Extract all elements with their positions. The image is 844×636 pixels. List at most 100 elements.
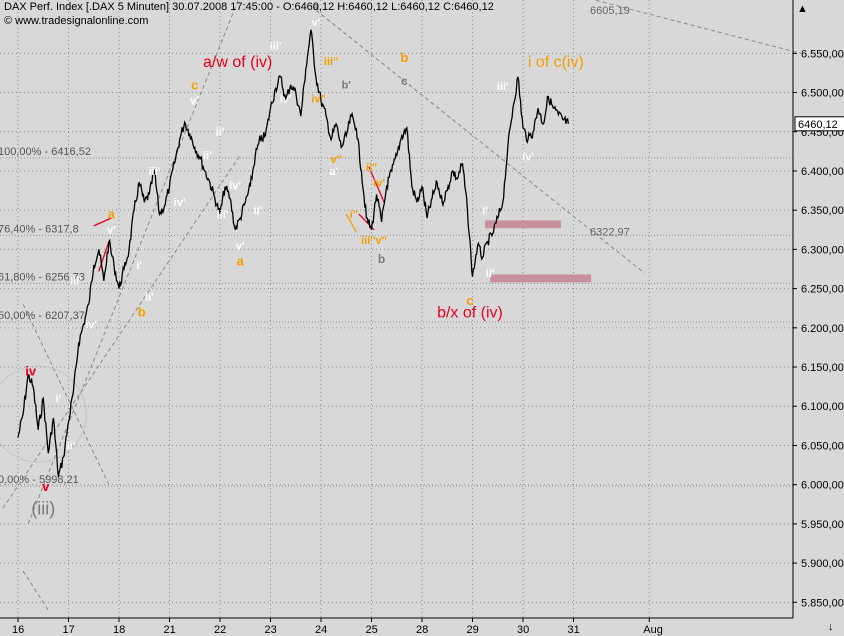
wave-label: iv (25, 364, 37, 379)
wave-label: i' (482, 205, 488, 217)
x-tick-label: 22 (214, 624, 226, 636)
trendline (27, 0, 239, 525)
y-tick-label: 5.950,00 (801, 519, 844, 531)
wave-label: (iii) (31, 499, 55, 519)
trendline (592, 0, 801, 54)
trendline-layer (0, 0, 801, 611)
wave-label: iii' (217, 209, 229, 221)
wave-label: iv' (229, 180, 241, 192)
svg-text:▲: ▲ (797, 3, 808, 15)
wave-label: iv' (85, 319, 97, 331)
x-tick-label: 21 (164, 624, 176, 636)
wave-label: v' (236, 240, 245, 252)
y-tick-label: 6.050,00 (801, 440, 844, 452)
y-tick-label: 6.150,00 (801, 362, 844, 374)
wave-label: iv' (174, 197, 186, 209)
svg-text:↓: ↓ (828, 621, 834, 633)
level-annotation: 6605,19 (590, 5, 630, 17)
wave-guide-line (98, 241, 110, 272)
y-tick-label: 5.850,00 (801, 597, 844, 609)
x-tick-label: 25 (366, 624, 378, 636)
wave-label: v'' (330, 154, 342, 166)
x-tick-label: 31 (568, 624, 580, 636)
wave-label: iii'' (324, 56, 339, 68)
trendline (22, 304, 110, 485)
wave-label: i'' (350, 209, 359, 221)
wave-label: iii' (70, 276, 82, 288)
fib-level-label: 0,00% - 5998,21 (0, 474, 79, 486)
wave-label: c (466, 293, 473, 308)
x-tick-label: Aug (643, 624, 663, 636)
x-tick-label: 23 (265, 624, 277, 636)
wave-label: iii''v'' (361, 235, 387, 247)
highlight-zone (485, 220, 561, 229)
y-tick-label: 6.000,00 (801, 480, 844, 492)
wave-label: a/w of (iv) (203, 54, 272, 71)
x-tick-label: 28 (416, 624, 428, 636)
wave-label: iv' (373, 178, 385, 190)
trendline (22, 570, 49, 611)
wave-label: iv' (522, 152, 534, 164)
y-tick-label: 6.300,00 (801, 244, 844, 256)
y-tick-label: 6.400,00 (801, 166, 844, 178)
fib-level-label: 100,00% - 6416,52 (0, 146, 91, 158)
wave-label: iv' (280, 94, 292, 106)
wave-guide-line (93, 217, 112, 227)
wave-label: iii' (270, 40, 282, 52)
wave-label: b (378, 252, 385, 266)
x-tick-label: 30 (517, 624, 529, 636)
wave-guide-line (345, 213, 357, 233)
wave-label: ii'' (366, 162, 378, 174)
wave-label: ii' (216, 127, 225, 139)
wave-label: a (313, 1, 320, 13)
wave-label: a' (329, 166, 338, 178)
wave-guide-line (368, 166, 385, 203)
fib-level-label: 50,00% - 6207,37 (0, 310, 85, 322)
wave-label: i' (136, 260, 142, 272)
price-series-line (17, 29, 570, 477)
fibonacci-layer: 100,00% - 6416,52 76,40% - 6317,8 61,80% -… (0, 5, 793, 487)
x-tick-label: 16 (12, 624, 24, 636)
x-tick-label: 17 (63, 624, 75, 636)
wave-label: v' (107, 225, 116, 237)
wave-label: a (108, 207, 116, 222)
scroll-up-arrow[interactable]: ▲ (797, 3, 808, 15)
wave-label: b (138, 305, 146, 320)
y-tick-label: 6.500,00 (801, 88, 844, 100)
wave-label: ii' (145, 291, 154, 303)
wave-label: b/x of (iv) (437, 305, 503, 322)
wave-label: ii' (203, 150, 212, 162)
wave-label: ii' (254, 205, 263, 217)
y-tick-label: 6.550,00 (801, 48, 844, 60)
wave-label: ii' (486, 268, 495, 280)
wave-label: b (400, 50, 408, 65)
wave-label-layer: a v' a/w of (iv) c v' iii' iv' iii'' iv'' b' v''a'… (25, 1, 584, 518)
x-tick-label: 24 (315, 624, 327, 636)
y-tick-label: 6.250,00 (801, 284, 844, 296)
x-tick-label: 29 (467, 624, 479, 636)
wave-label: ii' (67, 440, 76, 452)
watermark-text: © www.tradesignalonline.com (4, 15, 148, 27)
chart-title: DAX Perf. Index [.DAX 5 Minuten] 30.07.2… (4, 1, 494, 13)
wave-label: i of c(iv) (528, 54, 584, 71)
y-tick-label: 5.900,00 (801, 558, 844, 570)
wave-label: i' (56, 393, 62, 405)
fib-level-label: 61,80% - 6256,73 (0, 271, 85, 283)
trendline (315, 9, 645, 274)
wave-label: iii' (497, 81, 509, 93)
wave-label: iii' (148, 166, 160, 178)
y-tick-label: 6.100,00 (801, 401, 844, 413)
wave-label: v (42, 479, 50, 494)
scroll-down-arrow[interactable]: ↓ (828, 621, 834, 633)
fib-level-label: 76,40% - 6317,8 (0, 223, 79, 235)
last-price-tag (794, 116, 844, 132)
target-circle (0, 365, 87, 463)
wave-label: a (237, 254, 245, 269)
wave-label: c (401, 74, 408, 88)
x-tick-label: 18 (113, 624, 125, 636)
wave-label: iv'' (311, 94, 326, 106)
wave-label: c (191, 77, 198, 92)
last-price-label: 6460,12 (798, 119, 838, 131)
